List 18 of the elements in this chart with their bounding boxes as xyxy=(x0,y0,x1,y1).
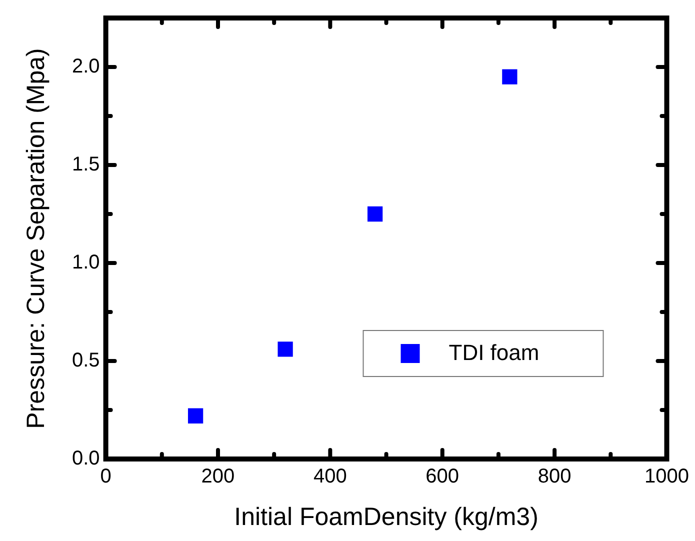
y-tick-label: 2.0 xyxy=(72,56,100,78)
x-tick-label: 0 xyxy=(100,466,112,488)
point xyxy=(367,206,383,222)
point xyxy=(278,342,293,357)
y-tick-label: 1.0 xyxy=(72,252,100,274)
y-tick-label: 0.0 xyxy=(72,448,100,470)
legend-label: TDI foam xyxy=(448,340,540,366)
y-axis-title: Pressure: Curve Separation (Mpa) xyxy=(22,48,50,429)
x-tick-label: 800 xyxy=(538,466,572,488)
x-axis-title: Initial FoamDensity (kg/m3) xyxy=(234,502,538,531)
point xyxy=(502,69,518,84)
x-tick-label: 1000 xyxy=(644,466,690,488)
x-tick-label: 600 xyxy=(426,466,460,488)
y-tick-label: 1.5 xyxy=(72,154,100,176)
point xyxy=(188,408,204,424)
y-tick-label: 0.5 xyxy=(72,350,100,372)
x-tick-label: 200 xyxy=(201,466,235,488)
x-tick-label: 400 xyxy=(313,466,347,488)
